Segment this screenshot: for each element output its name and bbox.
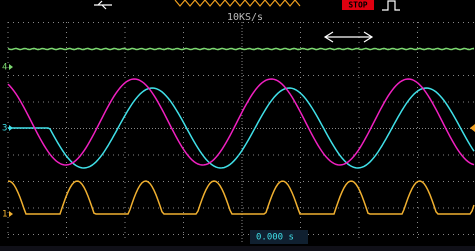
- time-offset: 0.000 s: [256, 233, 294, 243]
- bottom-bar: [0, 246, 475, 251]
- channel-marker: 3: [2, 124, 7, 134]
- scope-screen: STOP 10KS/s 4 3 1 0.000 s: [0, 0, 475, 251]
- sample-rate: 10KS/s: [227, 12, 263, 23]
- channel-marker: 1: [2, 210, 7, 220]
- channel-marker: 4: [2, 63, 7, 73]
- page: {"header": {"sample_rate": "10KS/s", "st…: [0, 0, 475, 251]
- status-text: STOP: [348, 1, 367, 10]
